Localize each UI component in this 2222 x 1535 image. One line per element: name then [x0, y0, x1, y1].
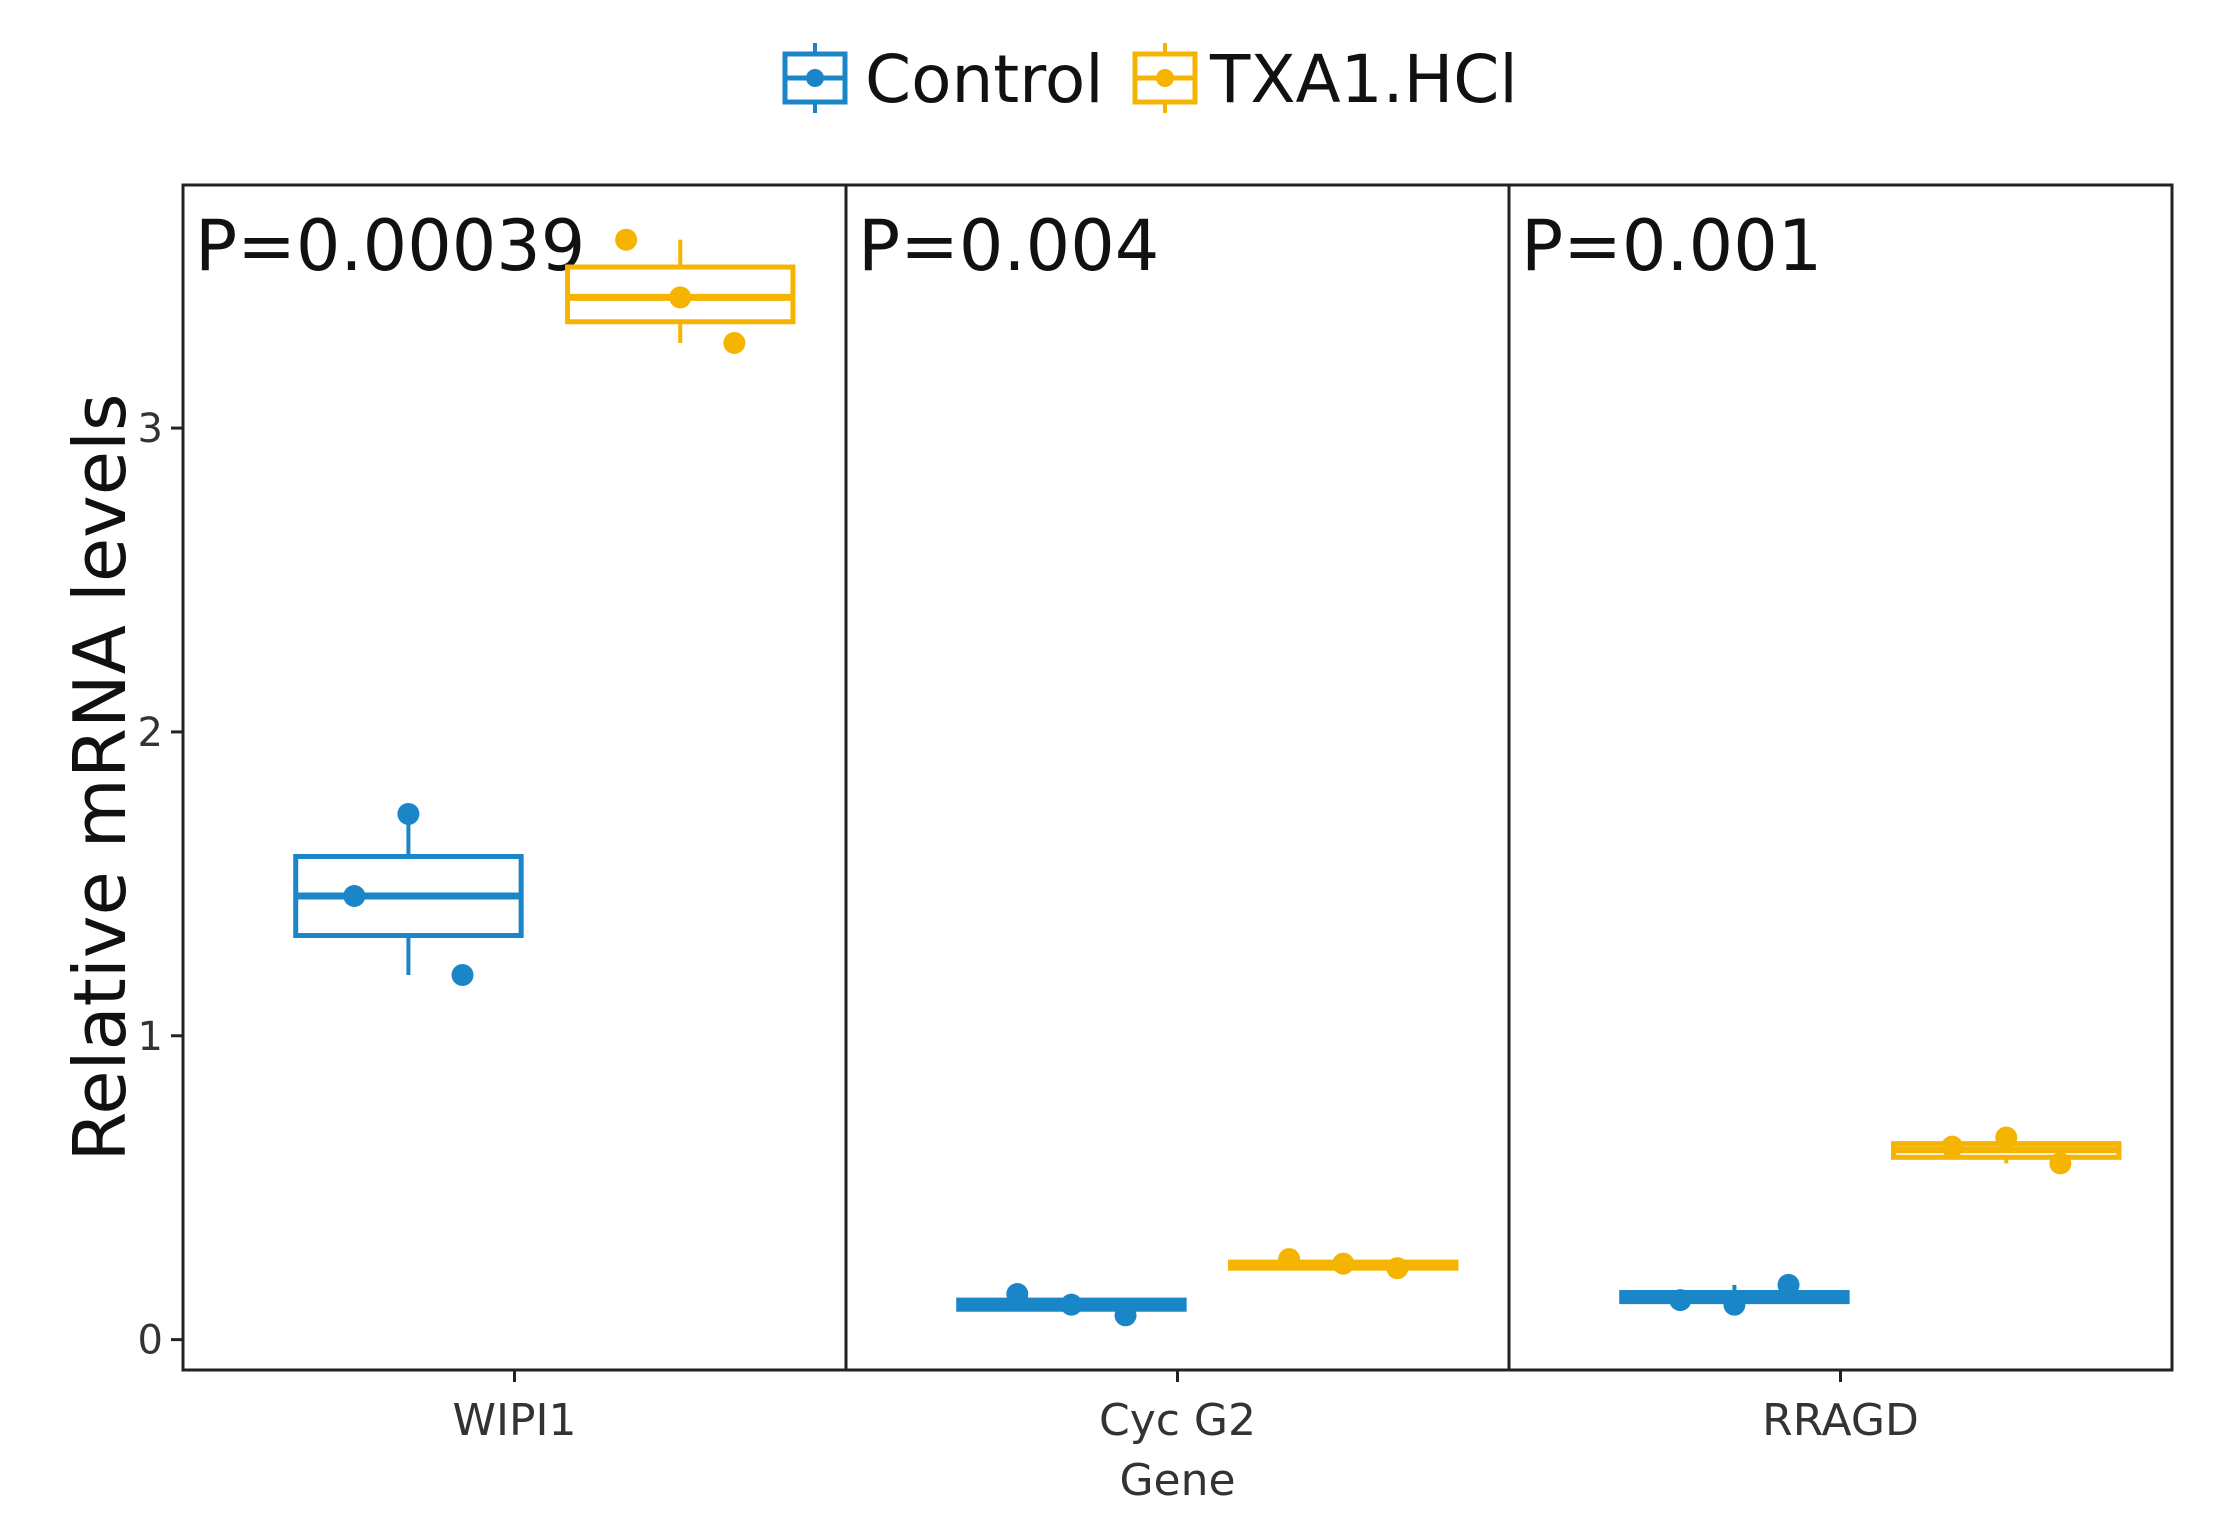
data-point [669, 286, 692, 309]
y-tick-label: 2 [138, 710, 163, 756]
panel-frame [181, 183, 848, 1372]
legend-key-point [1156, 69, 1174, 87]
data-point [1278, 1248, 1301, 1271]
data-point [2049, 1152, 2072, 1175]
data-point [343, 885, 366, 907]
data-point [1332, 1252, 1355, 1275]
data-point [1060, 1293, 1083, 1316]
y-axis-title: Relative mRNA levels [58, 393, 142, 1161]
x-tick-label: WIPI1 [453, 1395, 577, 1446]
data-point [723, 332, 746, 354]
data-point [1006, 1283, 1029, 1306]
data-point [615, 228, 638, 251]
data-point [1723, 1293, 1746, 1316]
pvalue-label: P=0.00039 [195, 205, 585, 287]
legend-label: Control [865, 41, 1104, 118]
x-tick-label: Cyc G2 [1099, 1395, 1256, 1446]
x-tick-label: RRAGD [1762, 1395, 1919, 1446]
y-tick-label: 1 [138, 1014, 163, 1060]
panel-frame [1507, 183, 2174, 1372]
data-point [451, 964, 474, 986]
data-point [1669, 1289, 1692, 1312]
data-point [397, 802, 420, 825]
data-point [1386, 1257, 1409, 1280]
pvalue-label: P=0.004 [858, 205, 1159, 287]
y-tick-label: 3 [138, 406, 163, 452]
legend-key-point [806, 69, 824, 87]
pvalue-label: P=0.001 [1521, 205, 1822, 287]
data-point [1995, 1126, 2018, 1149]
x-axis-title: Gene [1119, 1455, 1235, 1506]
data-point [1941, 1135, 1964, 1158]
data-point [1777, 1273, 1800, 1296]
panel-frame [844, 183, 1511, 1372]
y-tick-label: 0 [138, 1318, 163, 1364]
legend-label: TXA1.HCl [1209, 41, 1518, 118]
data-point [1114, 1304, 1137, 1327]
